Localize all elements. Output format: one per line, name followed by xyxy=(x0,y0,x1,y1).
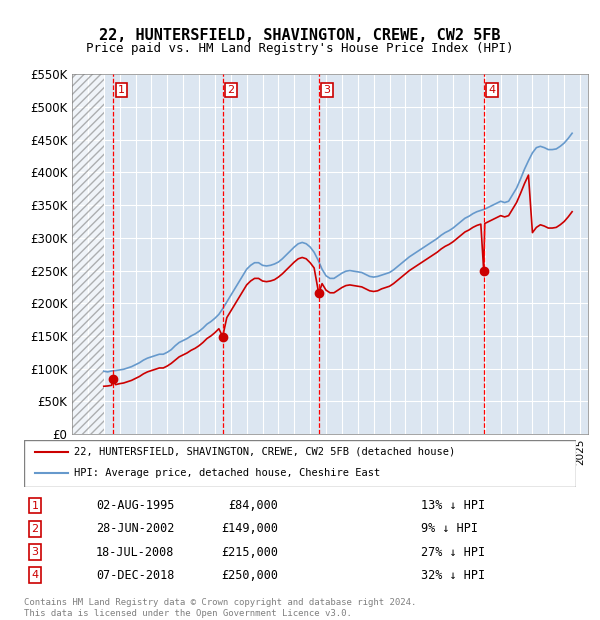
Text: Contains HM Land Registry data © Crown copyright and database right 2024.: Contains HM Land Registry data © Crown c… xyxy=(24,598,416,608)
Text: 13% ↓ HPI: 13% ↓ HPI xyxy=(421,499,485,512)
Text: 4: 4 xyxy=(488,85,496,95)
Text: 3: 3 xyxy=(32,547,38,557)
Text: 3: 3 xyxy=(323,85,331,95)
Bar xyxy=(72,74,104,434)
Text: 1: 1 xyxy=(32,501,38,511)
Text: HPI: Average price, detached house, Cheshire East: HPI: Average price, detached house, Ches… xyxy=(74,467,380,478)
Text: 07-DEC-2018: 07-DEC-2018 xyxy=(96,569,174,582)
Text: £149,000: £149,000 xyxy=(221,523,278,535)
Text: 4: 4 xyxy=(31,570,38,580)
Text: £250,000: £250,000 xyxy=(221,569,278,582)
Text: 18-JUL-2008: 18-JUL-2008 xyxy=(96,546,174,559)
Text: 9% ↓ HPI: 9% ↓ HPI xyxy=(421,523,478,535)
Text: 1: 1 xyxy=(118,85,125,95)
Text: 2: 2 xyxy=(31,524,38,534)
Text: 22, HUNTERSFIELD, SHAVINGTON, CREWE, CW2 5FB (detached house): 22, HUNTERSFIELD, SHAVINGTON, CREWE, CW2… xyxy=(74,447,455,457)
Text: 02-AUG-1995: 02-AUG-1995 xyxy=(96,499,174,512)
Text: £84,000: £84,000 xyxy=(228,499,278,512)
Text: 2: 2 xyxy=(227,85,235,95)
Text: 32% ↓ HPI: 32% ↓ HPI xyxy=(421,569,485,582)
Text: Price paid vs. HM Land Registry's House Price Index (HPI): Price paid vs. HM Land Registry's House … xyxy=(86,42,514,55)
Text: 22, HUNTERSFIELD, SHAVINGTON, CREWE, CW2 5FB: 22, HUNTERSFIELD, SHAVINGTON, CREWE, CW2… xyxy=(99,28,501,43)
Text: This data is licensed under the Open Government Licence v3.0.: This data is licensed under the Open Gov… xyxy=(24,609,352,618)
FancyBboxPatch shape xyxy=(24,440,576,487)
Text: 27% ↓ HPI: 27% ↓ HPI xyxy=(421,546,485,559)
Text: 28-JUN-2002: 28-JUN-2002 xyxy=(96,523,174,535)
Text: £215,000: £215,000 xyxy=(221,546,278,559)
